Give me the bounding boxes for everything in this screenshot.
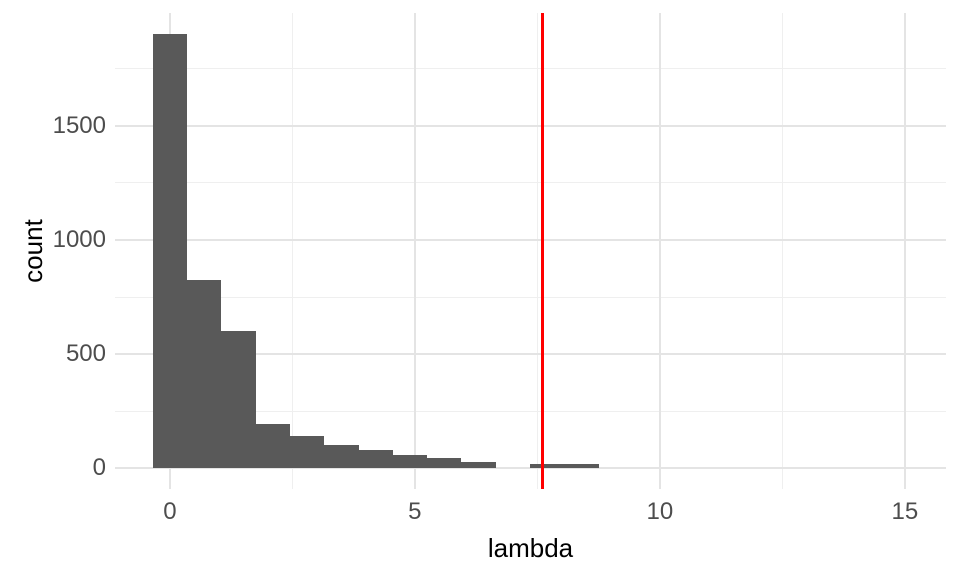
histogram-bar — [187, 280, 222, 469]
x-minor-gridline — [291, 13, 293, 489]
histogram-bar — [427, 458, 462, 469]
histogram-bar — [255, 423, 290, 469]
x-minor-gridline — [781, 13, 783, 489]
y-minor-gridline — [115, 296, 946, 298]
vertical-reference-line — [540, 13, 544, 489]
y-minor-gridline — [115, 182, 946, 184]
histogram-bar — [564, 463, 599, 469]
histogram-bar — [358, 450, 393, 469]
histogram-bar — [324, 444, 359, 469]
y-major-gridline — [115, 239, 946, 242]
histogram-bar — [221, 331, 256, 469]
histogram-bar — [461, 462, 496, 469]
x-major-gridline — [658, 13, 661, 489]
histogram-bar — [152, 34, 188, 469]
x-major-gridline — [413, 13, 416, 489]
y-tick-label: 0 — [92, 454, 106, 482]
x-tick-label: 15 — [891, 498, 919, 525]
plot-panel — [115, 13, 946, 489]
histogram-bar — [530, 463, 565, 469]
histogram-bar — [392, 455, 428, 469]
y-tick-label: 1500 — [52, 111, 106, 139]
y-major-gridline — [115, 467, 946, 470]
y-major-gridline — [115, 353, 946, 356]
x-axis-title: lambda — [487, 533, 574, 563]
x-minor-gridline — [536, 13, 538, 489]
y-minor-gridline — [115, 68, 946, 70]
x-major-gridline — [903, 13, 906, 489]
histogram-bar — [289, 436, 325, 469]
x-tick-label: 10 — [646, 498, 674, 525]
y-tick-label: 1000 — [52, 226, 106, 254]
x-tick-label: 0 — [163, 498, 177, 525]
y-tick-label: 500 — [65, 340, 106, 368]
x-tick-label: 5 — [408, 498, 422, 525]
y-axis-title: count — [18, 219, 48, 283]
y-minor-gridline — [115, 410, 946, 412]
y-major-gridline — [115, 124, 946, 127]
